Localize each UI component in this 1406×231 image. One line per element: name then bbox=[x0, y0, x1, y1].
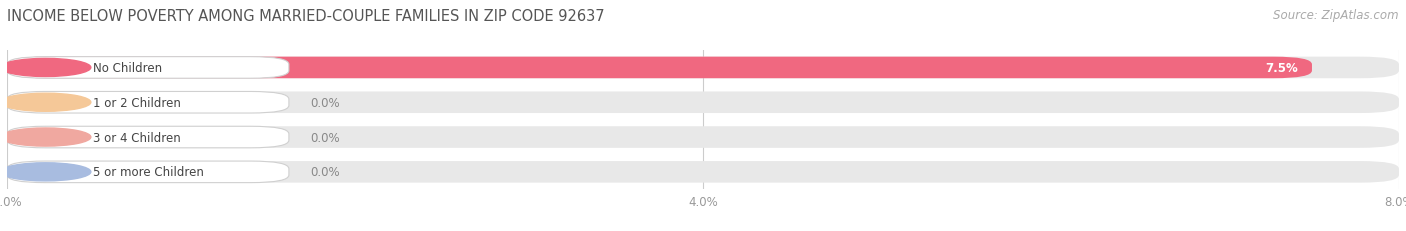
Text: 7.5%: 7.5% bbox=[1265, 62, 1298, 75]
FancyBboxPatch shape bbox=[7, 58, 1312, 79]
FancyBboxPatch shape bbox=[7, 58, 1399, 79]
FancyBboxPatch shape bbox=[7, 127, 288, 148]
FancyBboxPatch shape bbox=[7, 92, 1399, 113]
FancyBboxPatch shape bbox=[7, 92, 288, 113]
Text: 3 or 4 Children: 3 or 4 Children bbox=[93, 131, 180, 144]
FancyBboxPatch shape bbox=[7, 161, 1399, 183]
Text: No Children: No Children bbox=[93, 62, 162, 75]
Circle shape bbox=[0, 163, 91, 181]
Circle shape bbox=[0, 128, 91, 146]
Circle shape bbox=[0, 94, 91, 112]
Text: 0.0%: 0.0% bbox=[309, 96, 339, 109]
Text: 0.0%: 0.0% bbox=[309, 131, 339, 144]
Text: INCOME BELOW POVERTY AMONG MARRIED-COUPLE FAMILIES IN ZIP CODE 92637: INCOME BELOW POVERTY AMONG MARRIED-COUPL… bbox=[7, 9, 605, 24]
FancyBboxPatch shape bbox=[7, 127, 1399, 148]
FancyBboxPatch shape bbox=[7, 58, 288, 79]
Text: Source: ZipAtlas.com: Source: ZipAtlas.com bbox=[1274, 9, 1399, 22]
Text: 0.0%: 0.0% bbox=[309, 166, 339, 179]
Text: 1 or 2 Children: 1 or 2 Children bbox=[93, 96, 180, 109]
FancyBboxPatch shape bbox=[7, 161, 288, 183]
Text: 5 or more Children: 5 or more Children bbox=[93, 166, 204, 179]
Circle shape bbox=[0, 59, 91, 77]
